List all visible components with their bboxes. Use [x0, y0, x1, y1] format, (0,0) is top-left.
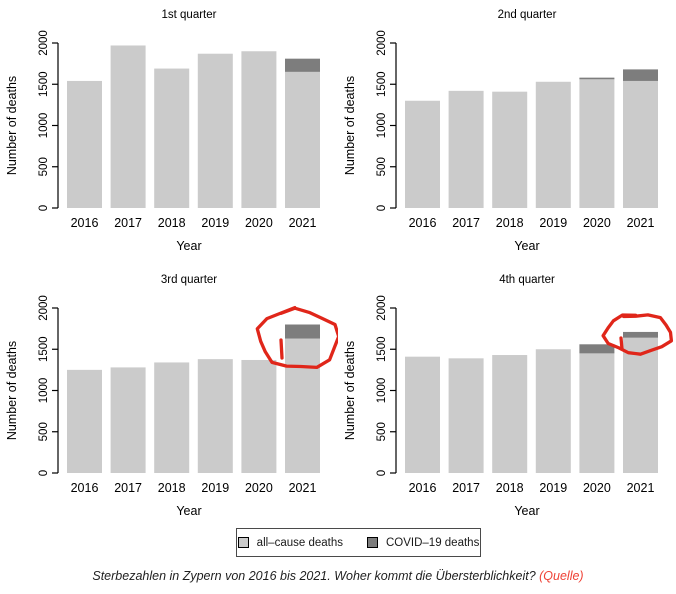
source-link[interactable]: (Quelle): [539, 569, 584, 583]
svg-text:2000: 2000: [38, 295, 50, 321]
svg-text:1500: 1500: [38, 336, 50, 362]
svg-text:2nd quarter: 2nd quarter: [498, 9, 557, 21]
svg-text:Year: Year: [176, 504, 201, 518]
chart-1st-quarter: 1st quarter 0 500 1000 1500 2000 Number of dea…: [0, 0, 338, 265]
svg-text:2017: 2017: [114, 216, 142, 230]
svg-text:1st quarter: 1st quarter: [162, 9, 217, 21]
svg-text:2021: 2021: [289, 216, 317, 230]
svg-text:500: 500: [376, 157, 388, 176]
svg-text:2000: 2000: [376, 30, 388, 56]
covid-swatch-icon: [366, 537, 378, 548]
svg-text:2018: 2018: [496, 216, 524, 230]
svg-text:1500: 1500: [38, 71, 50, 97]
svg-text:Number of deaths: Number of deaths: [5, 341, 19, 440]
caption-text: Sterbezahlen in Zypern von 2016 bis 2021…: [92, 569, 540, 583]
chart-2nd-quarter: 2nd quarter 0 500 1000 1500 2000 Number of dea…: [338, 0, 676, 265]
svg-text:1500: 1500: [376, 71, 388, 97]
svg-text:2016: 2016: [71, 216, 99, 230]
svg-text:1500: 1500: [376, 336, 388, 362]
chart-2nd-quarter-svg: 2nd quarter 0 500 1000 1500 2000 Number of dea…: [343, 9, 658, 253]
svg-text:2021: 2021: [289, 481, 317, 495]
svg-text:2017: 2017: [114, 481, 142, 495]
svg-text:2016: 2016: [409, 481, 437, 495]
svg-text:4th quarter: 4th quarter: [499, 274, 555, 286]
svg-text:0: 0: [376, 205, 388, 211]
svg-text:2018: 2018: [496, 481, 524, 495]
svg-text:2020: 2020: [583, 216, 611, 230]
svg-text:1000: 1000: [38, 378, 50, 404]
svg-text:Number of deaths: Number of deaths: [343, 76, 357, 175]
chart-3rd-quarter: 3rd quarter 0 500 1000 1500 2000 Number of dea…: [0, 265, 338, 530]
svg-text:2016: 2016: [71, 481, 99, 495]
svg-text:500: 500: [38, 157, 50, 176]
legend-item-all-cause: all–cause deaths: [237, 536, 343, 549]
chart-4th-quarter: 4th quarter 0 500 1000 1500 2000 Number of dea…: [338, 265, 676, 530]
svg-text:0: 0: [38, 470, 50, 476]
svg-text:0: 0: [38, 205, 50, 211]
chart-3rd-quarter-svg: 3rd quarter 0 500 1000 1500 2000 Number of dea…: [5, 274, 338, 518]
svg-text:2016: 2016: [409, 216, 437, 230]
svg-text:2020: 2020: [583, 481, 611, 495]
red-circle-annotation: [255, 305, 338, 370]
red-dash-annotation: [619, 336, 624, 351]
svg-text:2020: 2020: [245, 216, 273, 230]
chart-4th-quarter-svg: 4th quarter 0 500 1000 1500 2000 Number of dea…: [343, 274, 674, 518]
svg-text:Year: Year: [514, 504, 539, 518]
red-circle-annotation: [601, 313, 674, 356]
svg-text:Number of deaths: Number of deaths: [343, 341, 357, 440]
svg-text:2019: 2019: [539, 481, 567, 495]
svg-text:Year: Year: [514, 239, 539, 253]
legend-label-all-cause: all–cause deaths: [256, 536, 343, 549]
svg-text:2017: 2017: [452, 481, 480, 495]
svg-text:2018: 2018: [158, 481, 186, 495]
svg-text:2019: 2019: [201, 481, 229, 495]
legend-label-covid: COVID–19 deaths: [385, 536, 480, 549]
svg-text:2021: 2021: [627, 481, 655, 495]
svg-text:1000: 1000: [376, 378, 388, 404]
figure-caption: Sterbezahlen in Zypern von 2016 bis 2021…: [0, 569, 676, 583]
legend: all–cause deaths COVID–19 deaths: [236, 528, 481, 557]
svg-text:2019: 2019: [539, 216, 567, 230]
svg-text:2020: 2020: [245, 481, 273, 495]
svg-text:2000: 2000: [376, 295, 388, 321]
svg-text:1000: 1000: [376, 113, 388, 139]
svg-text:500: 500: [376, 422, 388, 441]
svg-text:0: 0: [376, 470, 388, 476]
svg-text:1000: 1000: [38, 113, 50, 139]
svg-text:Number of deaths: Number of deaths: [5, 76, 19, 175]
legend-item-covid: COVID–19 deaths: [366, 536, 480, 549]
svg-text:2000: 2000: [38, 30, 50, 56]
svg-text:2017: 2017: [452, 216, 480, 230]
svg-text:2019: 2019: [201, 216, 229, 230]
svg-text:500: 500: [38, 422, 50, 441]
red-dash-annotation: [279, 338, 284, 360]
all-cause-swatch-icon: [237, 537, 249, 548]
svg-text:2021: 2021: [627, 216, 655, 230]
svg-text:3rd quarter: 3rd quarter: [161, 274, 217, 286]
svg-text:Year: Year: [176, 239, 201, 253]
chart-1st-quarter-svg: 1st quarter 0 500 1000 1500 2000 Number of dea…: [5, 9, 320, 253]
svg-text:2018: 2018: [158, 216, 186, 230]
